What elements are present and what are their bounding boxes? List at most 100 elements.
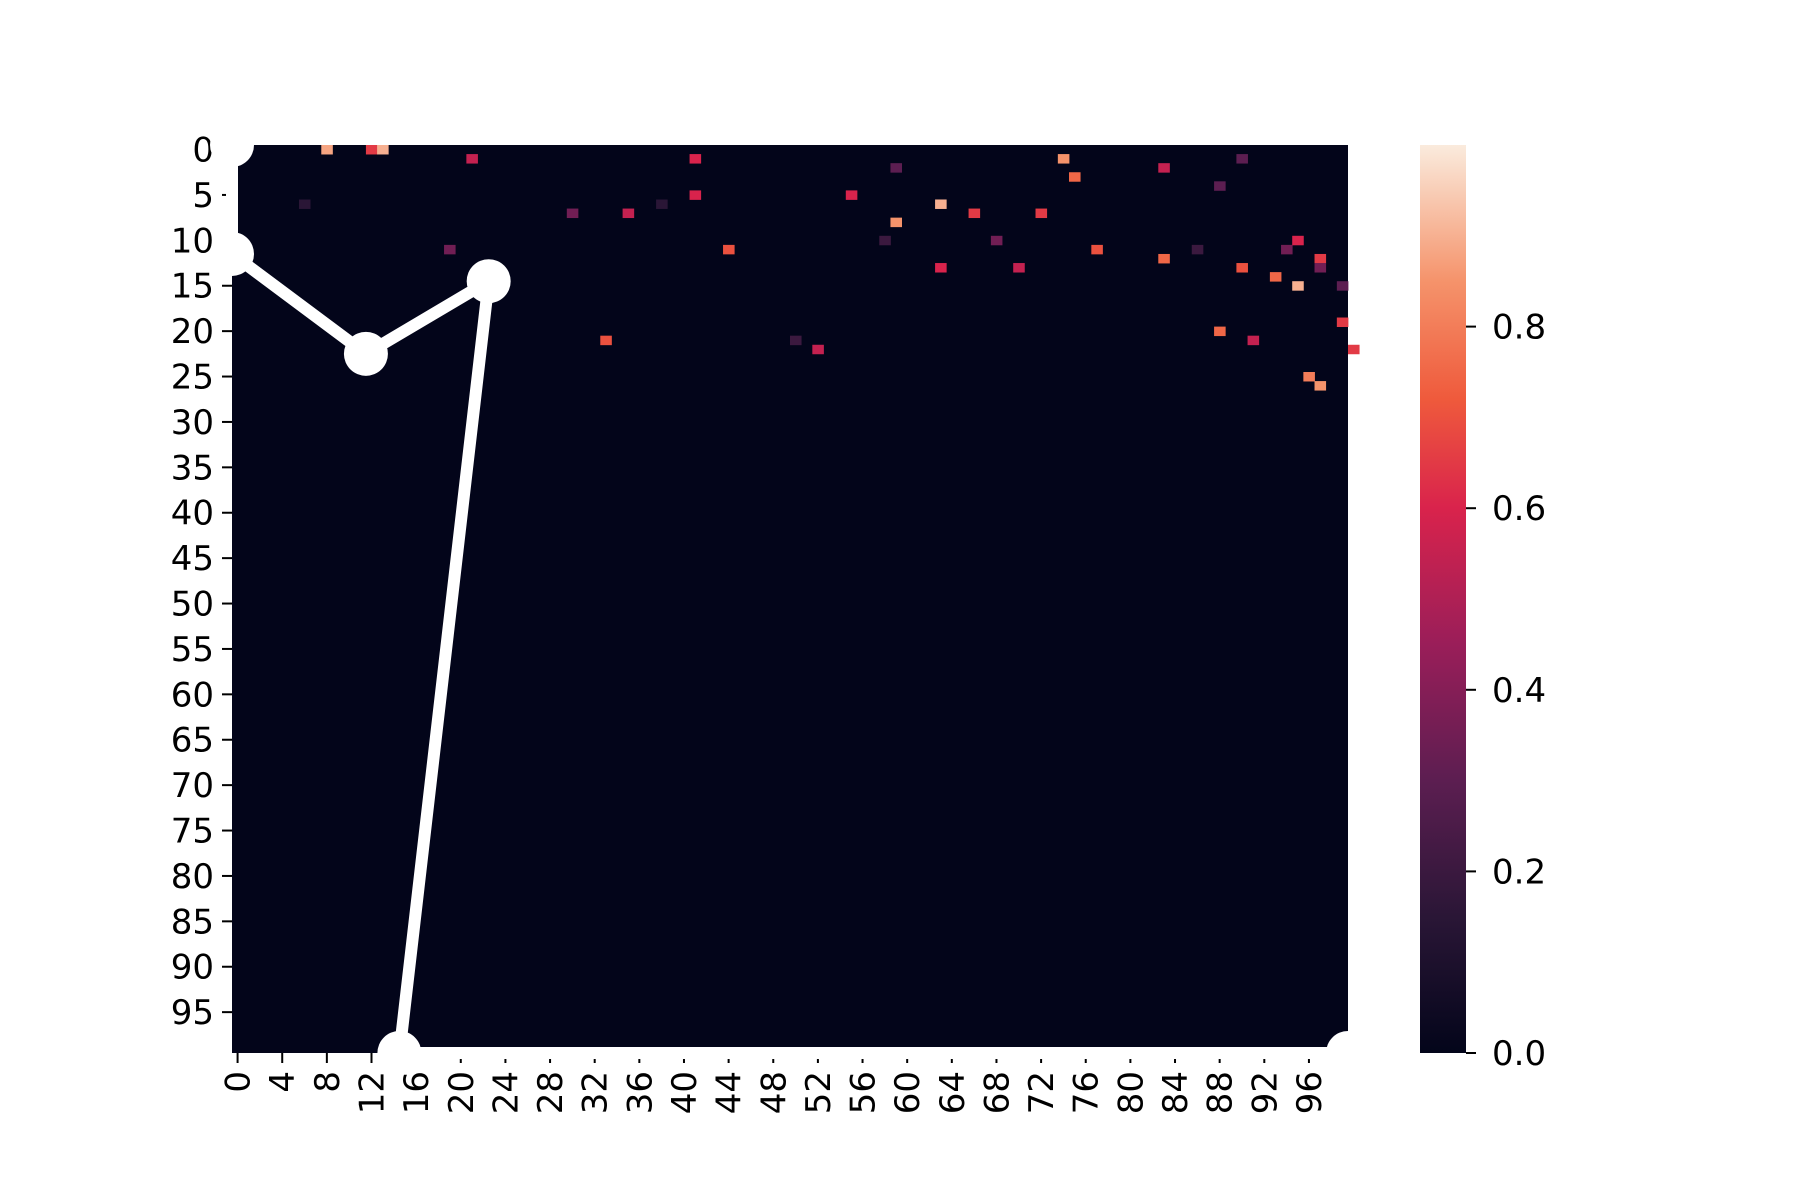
y-tick-label: 35 <box>171 448 214 488</box>
overlay-line-series <box>210 123 1370 1075</box>
heatmap-cell <box>1314 253 1327 264</box>
colorbar-tick-label: 0.6 <box>1492 489 1546 529</box>
overlay-path-marker <box>210 123 254 167</box>
heatmap-cell <box>1057 154 1070 164</box>
overlay-path-marker <box>466 259 511 304</box>
heatmap-cell <box>1236 263 1248 273</box>
colorbar-tick-label: 0.0 <box>1492 1034 1546 1074</box>
y-tick-label: 30 <box>171 403 214 443</box>
heatmap-cell <box>1247 335 1260 346</box>
heatmap-cell <box>1281 244 1293 255</box>
overlay-path-marker <box>210 231 254 276</box>
x-tick-label: 76 <box>1067 1071 1107 1114</box>
heatmap-cell <box>890 163 902 173</box>
x-tick-label: 52 <box>799 1071 839 1114</box>
overlay-path-marker <box>343 331 388 376</box>
heatmap-cell <box>622 208 635 219</box>
heatmap-plot-area <box>232 145 1360 1053</box>
y-tick-label: 15 <box>171 267 214 307</box>
colorbar-ticks: 0.0 0.2 0.4 0.6 0.8 <box>1466 308 1546 1074</box>
x-tick-label: 84 <box>1156 1071 1196 1114</box>
x-tick-label: 88 <box>1201 1071 1241 1114</box>
heatmap-cell <box>1303 372 1315 382</box>
y-tick-label: 70 <box>171 766 214 806</box>
heatmap-cell <box>1314 263 1327 273</box>
heatmap-cell <box>1158 163 1170 173</box>
y-tick-label: 50 <box>171 585 214 625</box>
x-tick-label: 72 <box>1022 1071 1062 1114</box>
heatmap-cell <box>968 208 981 219</box>
colorbar: 0.0 0.2 0.4 0.6 0.8 <box>1420 145 1546 1074</box>
y-tick-label: 10 <box>171 221 214 261</box>
heatmap-cell <box>890 217 902 228</box>
x-tick-label: 24 <box>486 1071 526 1114</box>
x-tick-label: 48 <box>754 1071 794 1114</box>
heatmap-cell <box>689 190 702 200</box>
x-axis: 0 4 8 12 16 20 24 28 32 36 40 44 48 52 56 60 64 68 72 76 80 8… <box>219 1053 1330 1114</box>
y-tick-label: 90 <box>171 948 214 988</box>
y-tick-label: 55 <box>171 630 214 670</box>
heatmap-cell <box>1236 154 1248 164</box>
heatmap-cell <box>466 154 478 164</box>
x-tick-label: 92 <box>1245 1071 1285 1114</box>
heatmap-cell <box>1348 344 1360 355</box>
heatmap-cell <box>1191 244 1204 255</box>
y-tick-label: 0 <box>192 131 214 171</box>
x-tick-label: 28 <box>531 1071 571 1114</box>
overlay-path-marker <box>377 1031 422 1075</box>
colorbar-tick-label: 0.2 <box>1492 852 1546 892</box>
x-tick-label: 96 <box>1290 1071 1330 1114</box>
y-tick-label: 45 <box>171 539 214 579</box>
heatmap-cell <box>1336 281 1349 291</box>
heatmap-cell <box>1292 281 1304 291</box>
x-tick-label: 56 <box>844 1071 884 1114</box>
heatmap-cell <box>298 199 311 209</box>
heatmap-cell <box>600 335 612 346</box>
y-tick-label: 25 <box>171 358 214 398</box>
heatmap-cell <box>321 145 333 155</box>
y-tick-label: 65 <box>171 721 214 761</box>
heatmap-cell <box>566 208 579 219</box>
heatmap-cell <box>1269 272 1282 282</box>
x-tick-label: 0 <box>219 1071 259 1093</box>
y-tick-label: 40 <box>171 494 214 534</box>
x-tick-label: 68 <box>977 1071 1017 1114</box>
heatmap-cell <box>1214 326 1226 337</box>
x-tick-label: 32 <box>576 1071 616 1114</box>
heatmap-cell <box>365 145 378 155</box>
x-tick-label: 12 <box>353 1071 393 1114</box>
heatmap-cell <box>1336 317 1349 327</box>
y-tick-label: 85 <box>171 902 214 942</box>
y-tick-label: 5 <box>192 176 214 216</box>
y-axis: 0 5 10 15 20 25 30 35 40 45 50 55 60 65 70 75 80 85 90 95 <box>171 131 232 1033</box>
colorbar-tick-label: 0.4 <box>1492 671 1546 711</box>
heatmap-cell <box>1035 208 1048 219</box>
heatmap-cell <box>444 244 456 255</box>
x-tick-label: 80 <box>1111 1071 1151 1114</box>
heatmap-cell <box>1158 253 1170 264</box>
heatmap-cell <box>812 344 824 355</box>
x-tick-label: 60 <box>888 1071 928 1114</box>
y-tick-label: 95 <box>171 993 214 1033</box>
x-tick-label: 44 <box>710 1071 750 1114</box>
heatmap-background <box>232 145 1348 1053</box>
heatmap-cell <box>1069 172 1081 182</box>
heatmap-cell <box>879 235 891 246</box>
heatmap-cell <box>656 199 668 209</box>
x-tick-label: 64 <box>933 1071 973 1114</box>
y-tick-label: 80 <box>171 857 214 897</box>
x-tick-label: 16 <box>397 1071 437 1114</box>
heatmap-cell <box>689 154 702 164</box>
heatmap-cell <box>1091 244 1103 255</box>
y-tick-label: 20 <box>171 312 214 352</box>
heatmap-cell <box>790 335 802 346</box>
heatmap-cells <box>298 145 1360 391</box>
heatmap-cell <box>377 145 389 155</box>
heatmap-cell <box>935 263 947 273</box>
y-tick-label: 75 <box>171 812 214 852</box>
heatmap-cell <box>723 244 735 255</box>
heatmap-cell <box>845 190 858 200</box>
x-tick-label: 40 <box>665 1071 705 1114</box>
colorbar-gradient <box>1420 145 1466 1053</box>
